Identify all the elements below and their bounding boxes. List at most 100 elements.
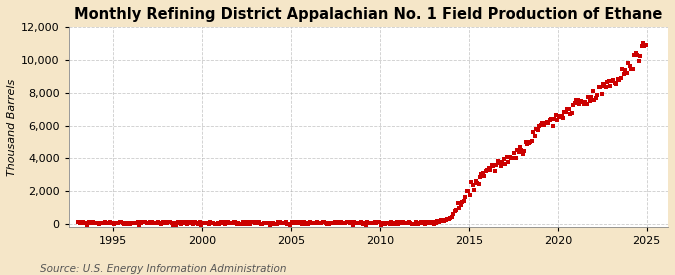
Point — [159, 221, 169, 226]
Point — [472, 180, 483, 185]
Point — [478, 170, 489, 175]
Point — [183, 220, 194, 224]
Point — [365, 221, 376, 226]
Point — [571, 98, 582, 102]
Point — [100, 220, 111, 224]
Point — [420, 222, 431, 226]
Point — [555, 114, 566, 118]
Point — [125, 222, 136, 226]
Point — [458, 199, 469, 203]
Point — [312, 220, 323, 224]
Point — [533, 128, 543, 133]
Point — [90, 221, 101, 225]
Point — [281, 220, 292, 224]
Point — [230, 220, 241, 224]
Point — [427, 220, 438, 224]
Point — [82, 222, 92, 227]
Point — [162, 221, 173, 226]
Point — [624, 63, 635, 68]
Point — [340, 221, 350, 226]
Point — [406, 221, 417, 226]
Point — [157, 220, 168, 224]
Point — [514, 145, 525, 150]
Point — [620, 68, 630, 72]
Point — [354, 221, 365, 225]
Point — [628, 53, 639, 57]
Point — [116, 220, 127, 225]
Point — [368, 221, 379, 225]
Point — [171, 222, 182, 227]
Point — [387, 221, 398, 225]
Point — [177, 220, 188, 224]
Point — [276, 221, 287, 225]
Point — [385, 220, 396, 224]
Point — [329, 220, 340, 224]
Point — [510, 156, 521, 161]
Point — [381, 221, 392, 225]
Point — [399, 221, 410, 226]
Point — [535, 123, 546, 128]
Point — [317, 220, 328, 224]
Point — [529, 134, 540, 138]
Point — [468, 187, 479, 192]
Point — [103, 221, 113, 225]
Point — [146, 221, 157, 226]
Point — [509, 151, 520, 156]
Text: Source: U.S. Energy Information Administration: Source: U.S. Energy Information Administ… — [40, 264, 287, 274]
Point — [128, 221, 138, 226]
Point — [362, 220, 373, 224]
Point — [402, 220, 413, 225]
Point — [630, 51, 641, 55]
Point — [115, 220, 126, 224]
Point — [457, 200, 468, 204]
Point — [89, 220, 100, 225]
Point — [360, 222, 371, 227]
Point — [338, 221, 349, 225]
Point — [491, 163, 502, 167]
Point — [513, 150, 524, 154]
Point — [208, 221, 219, 225]
Point — [540, 120, 551, 125]
Point — [526, 139, 537, 143]
Point — [564, 107, 574, 111]
Point — [590, 96, 601, 100]
Point — [344, 221, 355, 226]
Point — [254, 220, 265, 225]
Point — [78, 220, 88, 224]
Point — [325, 221, 335, 225]
Point — [437, 218, 448, 222]
Point — [481, 169, 491, 173]
Point — [337, 221, 348, 226]
Point — [111, 221, 122, 225]
Point — [117, 220, 128, 225]
Point — [430, 221, 441, 226]
Point — [544, 118, 555, 122]
Point — [353, 221, 364, 226]
Point — [328, 221, 339, 226]
Point — [371, 221, 381, 225]
Point — [186, 220, 196, 224]
Point — [572, 98, 583, 102]
Point — [334, 220, 345, 225]
Point — [150, 221, 161, 225]
Point — [367, 221, 377, 225]
Point — [193, 221, 204, 226]
Point — [153, 220, 164, 224]
Point — [610, 81, 620, 85]
Point — [273, 220, 284, 224]
Y-axis label: Thousand Barrels: Thousand Barrels — [7, 79, 17, 176]
Point — [181, 221, 192, 226]
Point — [378, 221, 389, 226]
Point — [470, 179, 481, 183]
Point — [166, 220, 177, 225]
Point — [270, 222, 281, 226]
Point — [218, 220, 229, 225]
Point — [74, 221, 85, 226]
Point — [233, 221, 244, 225]
Point — [603, 79, 614, 83]
Point — [384, 222, 395, 226]
Point — [88, 220, 99, 224]
Point — [232, 221, 242, 226]
Point — [411, 220, 422, 224]
Point — [539, 123, 549, 127]
